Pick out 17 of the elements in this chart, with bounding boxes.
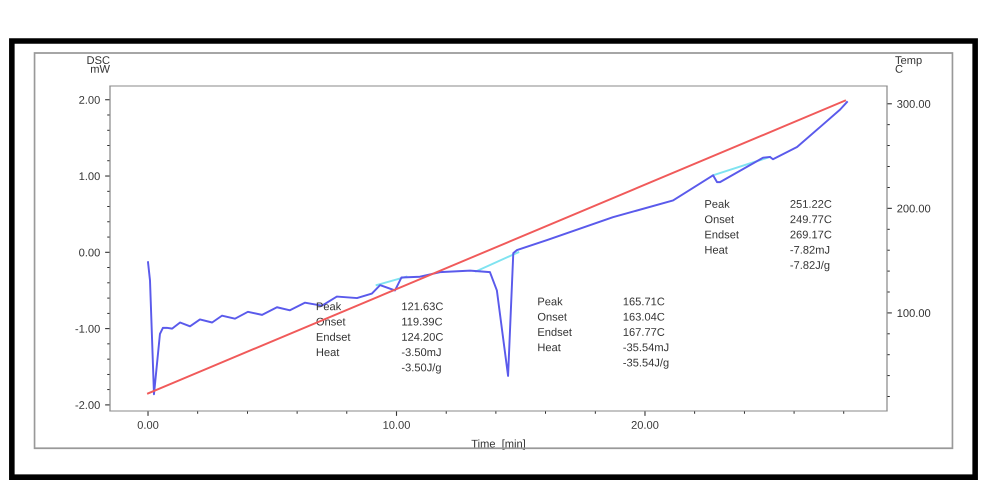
text: Peak 165.71C Onset 163.04C Endset 167.77C Heat -35.54mJ -35.54J/g: [538, 297, 668, 369]
x-tick-label: 0.00: [138, 421, 158, 429]
y-tick-label: -2.00: [75, 401, 100, 410]
x-tick-label: 20.00: [632, 421, 658, 429]
y-tick-label: 2.00: [79, 96, 100, 104]
y-tick-label: 0.00: [79, 248, 100, 256]
text: Peak 121.63C Onset 119.39C Endset 124.20C Heat -3.50mJ -3.50J/g: [316, 302, 443, 374]
text: Peak 251.22C Onset 249.77C Endset 269.17C Heat -7.82mJ -7.82J/g: [704, 200, 832, 272]
y2-tick-label: 100.00: [898, 309, 930, 318]
y-tick-label: 1.00: [80, 172, 100, 180]
x-axis-title: Time [min]: [471, 439, 525, 450]
y2-tick-label: 300.00: [897, 100, 930, 108]
x-tick-label: 10.00: [383, 421, 410, 429]
y2-axis-title: Temp C: [895, 56, 922, 73]
y2-tick-label: 200.00: [897, 204, 930, 212]
y-axis-title: DSC mW: [87, 56, 110, 73]
y-tick-label: -1.00: [75, 324, 100, 333]
